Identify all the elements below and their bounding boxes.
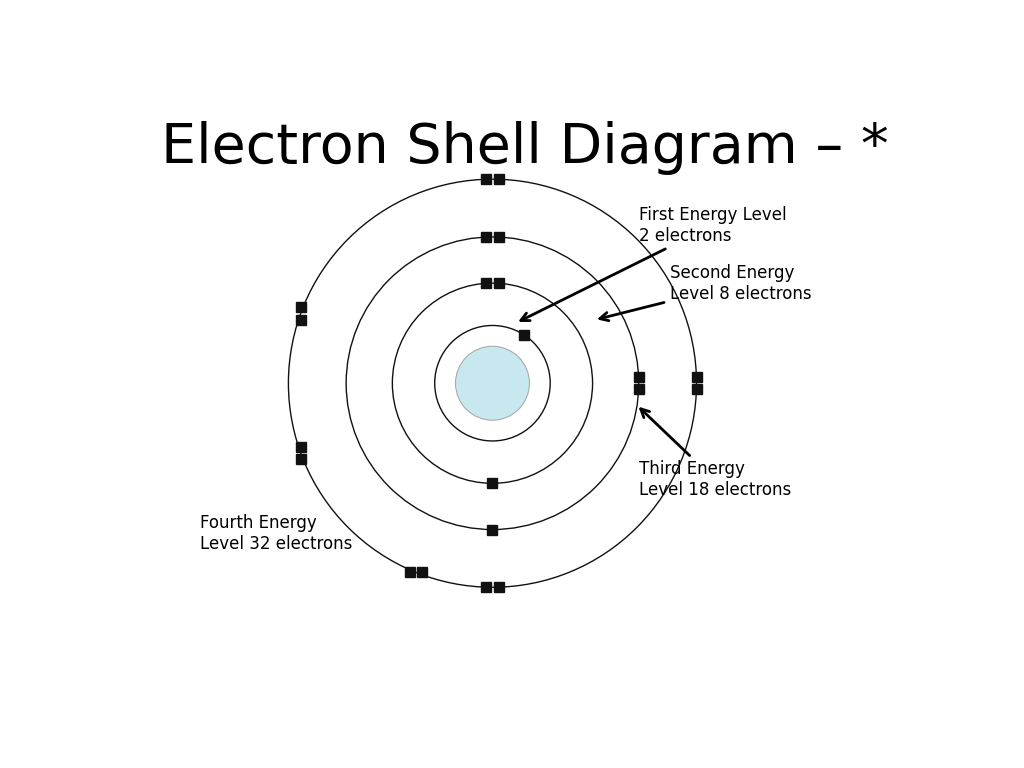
Bar bbox=[494, 232, 504, 242]
Bar bbox=[494, 278, 504, 288]
Bar bbox=[417, 568, 427, 578]
Bar bbox=[634, 384, 644, 395]
Text: First Energy Level
2 electrons: First Energy Level 2 electrons bbox=[521, 206, 786, 320]
Bar bbox=[481, 174, 492, 184]
Bar bbox=[296, 442, 306, 452]
Text: Fourth Energy
Level 32 electrons: Fourth Energy Level 32 electrons bbox=[200, 514, 352, 553]
Bar bbox=[296, 315, 306, 325]
Bar bbox=[481, 232, 492, 242]
Bar bbox=[519, 329, 529, 339]
Bar bbox=[404, 568, 415, 578]
Circle shape bbox=[456, 346, 529, 420]
Bar bbox=[487, 478, 498, 488]
Bar bbox=[296, 454, 306, 464]
Bar bbox=[481, 582, 492, 592]
Bar bbox=[487, 525, 498, 535]
Bar bbox=[494, 174, 504, 184]
Bar bbox=[691, 384, 701, 395]
Bar bbox=[691, 372, 701, 382]
Bar bbox=[634, 372, 644, 382]
Bar bbox=[481, 278, 492, 288]
Text: Third Energy
Level 18 electrons: Third Energy Level 18 electrons bbox=[639, 409, 791, 499]
Text: Second Energy
Level 8 electrons: Second Energy Level 8 electrons bbox=[600, 264, 811, 321]
Text: Electron Shell Diagram – *: Electron Shell Diagram – * bbox=[161, 121, 889, 175]
Bar bbox=[494, 582, 504, 592]
Bar bbox=[296, 303, 306, 313]
